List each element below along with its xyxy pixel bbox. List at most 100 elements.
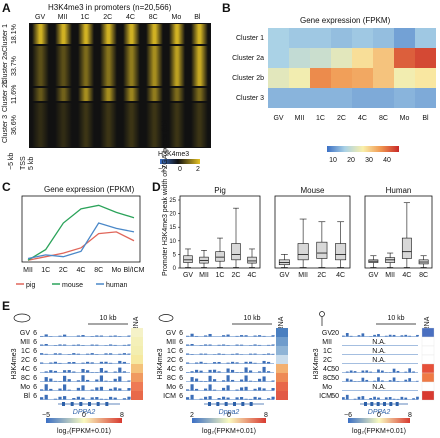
panel-e-legend-tick: 8	[264, 412, 268, 419]
panel-e-peak	[40, 397, 44, 400]
panel-label-c: C	[2, 180, 11, 194]
panel-e-peak	[76, 380, 81, 382]
panel-e-peak	[99, 375, 104, 382]
panel-e-peak	[388, 380, 392, 382]
panel-e-peak	[208, 333, 212, 337]
panel-b-cell	[331, 28, 352, 48]
panel-e-peak	[190, 377, 194, 382]
panel-e-row-label: GV	[20, 330, 30, 337]
panel-e-peak	[262, 353, 266, 355]
panel-e-peak	[186, 362, 190, 364]
panel-e-peak	[90, 362, 94, 364]
panel-e-peak	[122, 361, 127, 364]
panel-e-peak	[271, 353, 275, 355]
panel-e-peak	[109, 396, 113, 400]
panel-e-peak	[361, 333, 365, 337]
panel-a-stage-2C: 2C	[103, 14, 113, 21]
panel-e-peak	[113, 344, 117, 346]
panel-e-peak	[72, 361, 76, 364]
panel-e-peak	[44, 353, 48, 355]
panel-e-peak	[249, 361, 253, 364]
panel-e-peak	[122, 371, 127, 373]
panel-d-box	[335, 243, 347, 261]
panel-e-peak	[186, 389, 190, 391]
panel-a-cell	[30, 88, 51, 101]
panel-a-cell	[166, 88, 188, 101]
panel-a-cell	[143, 103, 165, 147]
panel-e-peak	[361, 396, 365, 400]
panel-e-peak	[204, 335, 208, 337]
panel-e-peak	[357, 396, 361, 400]
panel-e-peak	[226, 334, 230, 337]
panel-e-exon	[233, 402, 236, 406]
panel-e-row-label: Bl	[24, 393, 31, 400]
panel-e-peak	[53, 353, 58, 355]
panel-e-peak	[412, 371, 415, 373]
panel-e-exon	[370, 402, 374, 406]
panel-e-peak	[381, 380, 384, 382]
panel-e-scale-label: 10 kb	[243, 315, 260, 322]
panel-e-row-label: 4C	[167, 366, 176, 373]
panel-d-title-Human: Human	[386, 186, 412, 195]
panel-d-x-label: 1C	[216, 272, 225, 279]
panel-e-rna-header: RNA	[278, 316, 285, 331]
panel-e-row-label: 8C	[167, 375, 176, 382]
panel-d-box	[401, 237, 412, 259]
panel-d-ytick: 0	[173, 266, 177, 272]
panel-c-x-label: Mo	[111, 267, 121, 274]
panel-e-peak	[104, 361, 108, 364]
panel-e-exon	[96, 402, 100, 406]
panel-e-peak	[208, 396, 212, 400]
panel-b-cell	[268, 68, 289, 88]
panel-a-cell	[98, 103, 119, 147]
panel-b-cell	[415, 88, 436, 108]
panel-e-peak	[53, 398, 58, 400]
panel-e-row-max: 50	[331, 366, 339, 373]
panel-e-peak	[67, 370, 71, 373]
panel-e-exon	[224, 402, 228, 406]
panel-e-peak	[109, 362, 113, 364]
panel-e-exon	[383, 402, 386, 406]
panel-e-peak	[67, 362, 71, 364]
panel-e-na: N.A.	[372, 348, 386, 355]
panel-b-cell	[394, 28, 415, 48]
panel-e-peak	[72, 371, 76, 373]
panel-e-peak	[40, 344, 44, 346]
human-icon	[319, 311, 325, 317]
panel-e-rna-cell	[421, 345, 435, 356]
panel-d-x-label: MII	[199, 272, 209, 279]
panel-d-ytick: 15	[169, 225, 176, 231]
panel-e-rna-cell	[131, 382, 143, 391]
panel-a-stage-Mo: Mo	[171, 14, 182, 21]
panel-e-row-label: ICM	[163, 393, 176, 400]
panel-e-peak	[122, 344, 127, 346]
panel-e-peak	[86, 361, 90, 364]
panel-b-legend-tick: 40	[383, 157, 391, 164]
panel-e-peak	[258, 387, 262, 391]
panel-e-na: N.A.	[372, 384, 386, 391]
panel-e-peak	[81, 335, 85, 337]
panel-e-peak	[231, 361, 235, 364]
panel-e-peak	[63, 375, 67, 382]
panel-b-row-label: Cluster 3	[236, 95, 264, 102]
panel-e-peak	[204, 362, 208, 364]
mouse-icon	[158, 314, 174, 322]
panel-e-peak	[353, 371, 357, 373]
panel-e-row-label: MII	[322, 339, 332, 346]
panel-e-row-label: Mo	[166, 384, 176, 391]
panel-e-peak	[72, 353, 76, 355]
panel-d-x-label: GV	[183, 272, 193, 279]
panel-e-peak	[226, 368, 230, 373]
panel-e-peak	[361, 377, 365, 382]
panel-e-peak	[99, 335, 104, 337]
panel-e-peak	[44, 377, 48, 382]
panel-b-cell	[331, 48, 352, 68]
panel-e-peak	[235, 389, 239, 391]
panel-d-box	[297, 243, 309, 261]
panel-e-peak	[95, 335, 99, 337]
panel-e-row-label: GV	[322, 330, 332, 337]
panel-e-peak	[262, 335, 266, 337]
panel-a-cell	[75, 46, 97, 86]
panel-label-d: D	[152, 180, 161, 194]
panel-e-peak	[204, 396, 208, 400]
